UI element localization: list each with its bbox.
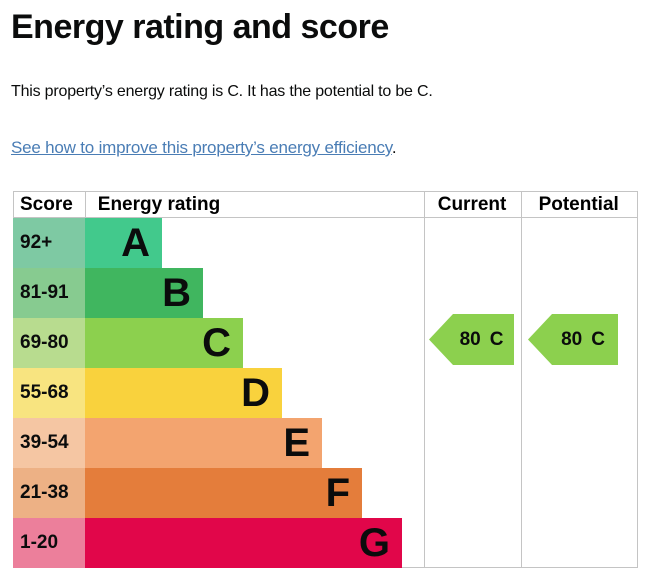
band-bar: B: [85, 268, 203, 318]
current-rating-arrow: 80 C: [429, 314, 514, 365]
band-score-cell: 69-80: [13, 318, 85, 368]
band-row-b: 81-91 B: [13, 268, 402, 318]
band-row-f: 21-38 F: [13, 468, 402, 518]
current-column-divider: [424, 191, 425, 567]
chart-header-row: Score Energy rating Current Potential: [13, 191, 637, 218]
header-current: Current: [437, 194, 507, 215]
band-bar: D: [85, 368, 282, 418]
band-row-a: 92+ A: [13, 218, 402, 268]
band-letter: F: [325, 471, 350, 515]
band-letter: A: [121, 221, 150, 265]
band-bar: G: [85, 518, 402, 568]
rating-summary-text: This property’s energy rating is C. It h…: [11, 83, 433, 100]
band-letter: G: [358, 521, 390, 565]
band-letter: C: [202, 321, 231, 365]
band-score-cell: 21-38: [13, 468, 85, 518]
link-period: .: [391, 138, 397, 157]
header-potential: Potential: [538, 194, 619, 215]
band-letter: E: [283, 421, 310, 465]
band-rows: 92+ A 81-91 B 69-80 C 55-68: [13, 218, 402, 568]
band-row-c: 69-80 C: [13, 318, 402, 368]
epc-rating-chart: Score Energy rating Current Potential 92…: [13, 191, 638, 568]
band-score-cell: 1-20: [13, 518, 85, 568]
header-score: Score: [20, 194, 73, 215]
page-title: Energy rating and score: [11, 8, 389, 46]
band-bar: A: [85, 218, 162, 268]
potential-rating-value: 80: [561, 328, 583, 350]
band-row-e: 39-54 E: [13, 418, 402, 468]
potential-column-divider: [521, 191, 522, 567]
band-score-cell: 55-68: [13, 368, 85, 418]
improve-efficiency-link[interactable]: See how to improve this property’s energ…: [11, 138, 392, 157]
improve-link-wrap: See how to improve this property’s energ…: [11, 138, 397, 158]
header-energy-rating: Energy rating: [84, 192, 424, 217]
band-letter: D: [241, 371, 270, 415]
band-bar: E: [85, 418, 322, 468]
current-rating-band: C: [489, 328, 504, 350]
band-letter: B: [162, 271, 191, 315]
band-row-g: 1-20 G: [13, 518, 402, 568]
band-bar: F: [85, 468, 362, 518]
band-score-cell: 92+: [13, 218, 85, 268]
band-bar: C: [85, 318, 243, 368]
band-score-cell: 39-54: [13, 418, 85, 468]
potential-rating-band: C: [591, 328, 605, 350]
band-score-cell: 81-91: [13, 268, 85, 318]
potential-rating-arrow: 80 C: [528, 314, 618, 365]
current-rating-value: 80: [459, 328, 481, 350]
band-row-d: 55-68 D: [13, 368, 402, 418]
